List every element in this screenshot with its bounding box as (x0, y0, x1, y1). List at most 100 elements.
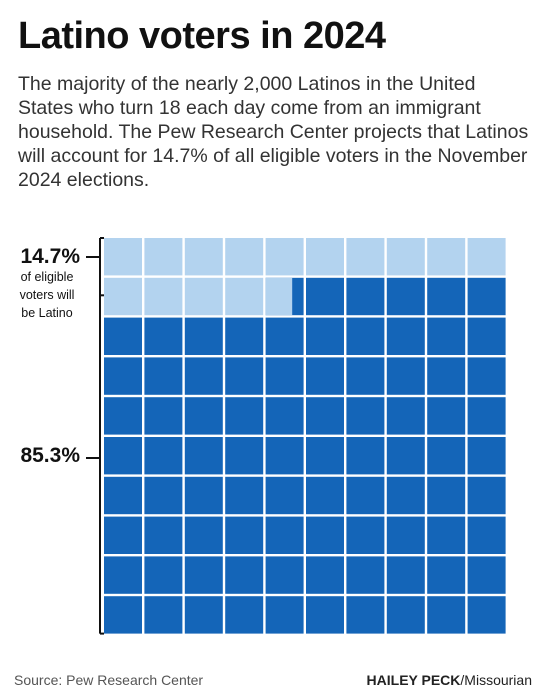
waffle-cell-other (386, 437, 425, 475)
waffle-cell-other (427, 596, 466, 634)
waffle-cell-other (104, 397, 142, 435)
waffle-cell-other (386, 277, 425, 316)
waffle-cell-other (265, 317, 304, 355)
waffle-cell-latino (104, 277, 142, 316)
waffle-cell-other (386, 556, 425, 594)
waffle-cell-other (104, 556, 142, 594)
waffle-cell-latino (184, 238, 223, 276)
waffle-cell-other (225, 596, 264, 634)
waffle-cell-other (346, 556, 385, 594)
waffle-cell-other (427, 437, 466, 475)
waffle-cell-other (184, 516, 223, 554)
annotation-line-3: be Latino (21, 306, 72, 320)
annotation-line-2: voters will (20, 288, 75, 302)
waffle-cell-other (265, 556, 304, 594)
waffle-cell-other (306, 397, 344, 435)
waffle-cell-other (225, 516, 264, 554)
waffle-cell-other (306, 277, 344, 316)
waffle-cell-other (225, 556, 264, 594)
waffle-cell-other (184, 437, 223, 475)
waffle-cell-other (265, 516, 304, 554)
waffle-cell-latino (346, 238, 385, 276)
waffle-cell-other (467, 516, 506, 554)
waffle-cell-other (467, 437, 506, 475)
waffle-cell-latino (144, 238, 183, 276)
waffle-cell-latino (225, 277, 264, 316)
waffle-cell-other (306, 476, 344, 515)
waffle-cell-other (265, 357, 304, 395)
waffle-cell-other (265, 397, 304, 435)
waffle-cell-other (144, 596, 183, 634)
waffle-cell-other (467, 357, 506, 395)
waffle-cell-other (225, 397, 264, 435)
bracket-axis (86, 237, 104, 635)
waffle-cell-latino (225, 238, 264, 276)
waffle-cell-other (225, 437, 264, 475)
waffle-cell-other (346, 317, 385, 355)
waffle-cell-other (104, 317, 142, 355)
waffle-cell-other (144, 476, 183, 515)
waffle-cell-other (144, 357, 183, 395)
waffle-cell-other (427, 476, 466, 515)
waffle-cell-other (306, 357, 344, 395)
waffle-cell-other (184, 357, 223, 395)
waffle-cell-other (467, 596, 506, 634)
annotation-line-1: of eligible (21, 270, 74, 284)
waffle-cell-other (144, 516, 183, 554)
chart-subtitle: The majority of the nearly 2,000 Latinos… (18, 73, 529, 191)
waffle-cell-other (184, 476, 223, 515)
waffle-cell-other (144, 317, 183, 355)
waffle-cell-other (225, 476, 264, 515)
waffle-cell-other (184, 397, 223, 435)
waffle-cells (104, 238, 506, 634)
waffle-cell-other (306, 556, 344, 594)
chart-title: Latino voters in 2024 (18, 15, 386, 57)
waffle-cell-other (104, 357, 142, 395)
waffle-cell-other (306, 516, 344, 554)
waffle-cell-other (427, 516, 466, 554)
waffle-cell-other (225, 317, 264, 355)
waffle-cell-other (144, 556, 183, 594)
waffle-cell-other (104, 516, 142, 554)
waffle-cell-latino (467, 238, 506, 276)
credit-name: HAILEY PECK (366, 672, 461, 688)
waffle-cell-other (306, 317, 344, 355)
waffle-cell-other (184, 317, 223, 355)
waffle-cell-latino (386, 238, 425, 276)
waffle-cell-other (427, 397, 466, 435)
waffle-cell-latino (144, 277, 183, 316)
waffle-cell-other (346, 277, 385, 316)
waffle-cell-other (386, 476, 425, 515)
waffle-cell-other (386, 596, 425, 634)
waffle-cell-other (346, 437, 385, 475)
waffle-cell-other (467, 317, 506, 355)
source-note: Source: Pew Research Center (14, 672, 204, 688)
waffle-cell-other (346, 596, 385, 634)
credit-note: HAILEY PECK/Missourian (367, 672, 532, 688)
waffle-cell-other (386, 516, 425, 554)
waffle-cell-other (104, 476, 142, 515)
waffle-cell-other (265, 476, 304, 515)
waffle-cell-other (467, 277, 506, 316)
waffle-cell-other (104, 437, 142, 475)
waffle-cell-latino (265, 238, 304, 276)
waffle-cell-other (306, 437, 344, 475)
waffle-cell-other (265, 437, 304, 475)
waffle-cell-latino (184, 277, 223, 316)
waffle-cell-other (184, 596, 223, 634)
waffle-cell-other (467, 556, 506, 594)
waffle-cell-other (386, 317, 425, 355)
waffle-cell-other (184, 556, 223, 594)
waffle-cell-other (306, 596, 344, 634)
credit-org: /Missourian (460, 672, 532, 688)
waffle-cell-other (346, 476, 385, 515)
waffle-cell-other (265, 596, 304, 634)
waffle-cell-latino (104, 238, 142, 276)
waffle-cell-other (225, 357, 264, 395)
waffle-cell-other (427, 277, 466, 316)
waffle-cell-other (144, 437, 183, 475)
waffle-cell-other (386, 357, 425, 395)
waffle-cell-other (144, 397, 183, 435)
waffle-cell-other (386, 397, 425, 435)
waffle-cell-other (346, 397, 385, 435)
